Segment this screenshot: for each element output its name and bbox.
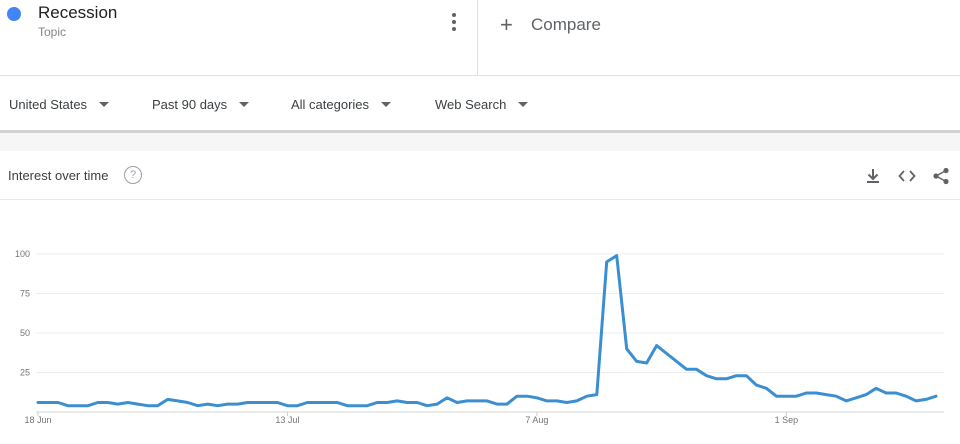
data-point[interactable] <box>691 363 703 375</box>
section-divider <box>0 133 960 151</box>
data-point[interactable] <box>760 382 772 394</box>
chart-gridlines <box>36 253 944 413</box>
x-tick-label: 1 Sep <box>775 415 799 425</box>
data-point[interactable] <box>651 340 663 352</box>
data-point[interactable] <box>860 389 872 401</box>
data-point[interactable] <box>431 398 443 410</box>
category-filter-label: All categories <box>291 96 370 112</box>
x-tick-label: 18 Jun <box>24 415 51 425</box>
caret-down-icon <box>239 101 250 107</box>
share-icon[interactable] <box>931 166 951 186</box>
download-icon[interactable] <box>863 166 883 186</box>
search-type-filter-label: Web Search <box>435 96 507 112</box>
data-point[interactable] <box>152 400 164 412</box>
term-card[interactable]: Recession Topic <box>0 0 478 75</box>
region-filter-label: United States <box>9 96 88 112</box>
search-type-filter-dropdown[interactable]: Web Search <box>435 95 529 113</box>
category-filter-dropdown[interactable]: All categories <box>291 95 392 113</box>
data-point[interactable] <box>930 390 942 402</box>
x-axis-tick-labels: 18 Jun 13 Jul 7 Aug 1 Sep <box>24 412 798 425</box>
term-title[interactable]: Recession <box>38 3 118 22</box>
region-filter-dropdown[interactable]: United States <box>9 95 110 113</box>
embed-icon[interactable] <box>897 166 917 186</box>
y-axis-tick-labels: 25 50 75 100 <box>15 249 30 378</box>
time-range-filter-label: Past 90 days <box>152 96 228 112</box>
term-color-dot <box>7 7 21 21</box>
caret-down-icon <box>381 101 392 107</box>
series-points <box>32 250 942 412</box>
y-tick-label: 75 <box>20 289 30 299</box>
time-range-filter-dropdown[interactable]: Past 90 days <box>152 95 250 113</box>
series-line[interactable] <box>36 254 938 408</box>
caret-down-icon <box>518 101 529 107</box>
y-tick-label: 50 <box>20 328 30 338</box>
filter-bar: United States Past 90 days All categorie… <box>0 76 960 133</box>
chart-card-header: Interest over time ? <box>0 151 960 200</box>
caret-down-icon <box>99 101 110 107</box>
data-point[interactable] <box>671 355 683 367</box>
term-type-label: Topic <box>38 25 67 39</box>
data-point[interactable] <box>501 398 513 410</box>
term-bar: Recession Topic + Compare <box>0 0 960 76</box>
data-point[interactable] <box>611 250 623 262</box>
data-point[interactable] <box>621 343 633 355</box>
interest-over-time-chart: 25 50 75 100 18 Jun 13 Jul 7 Aug 1 Sep <box>15 249 944 425</box>
y-tick-label: 25 <box>20 368 30 378</box>
data-point[interactable] <box>740 370 752 382</box>
x-tick-label: 13 Jul <box>275 415 299 425</box>
chart-card-title: Interest over time <box>8 168 109 183</box>
data-point[interactable] <box>601 256 613 268</box>
data-point[interactable] <box>661 348 673 360</box>
plus-icon: + <box>500 12 513 37</box>
more-options-icon[interactable] <box>444 10 464 34</box>
compare-button[interactable]: + Compare <box>500 12 601 38</box>
data-point[interactable] <box>591 389 603 401</box>
compare-label: Compare <box>531 15 601 34</box>
help-icon[interactable]: ? <box>124 166 142 184</box>
x-tick-label: 7 Aug <box>525 415 548 425</box>
data-point[interactable] <box>641 357 653 369</box>
y-tick-label: 100 <box>15 249 30 259</box>
